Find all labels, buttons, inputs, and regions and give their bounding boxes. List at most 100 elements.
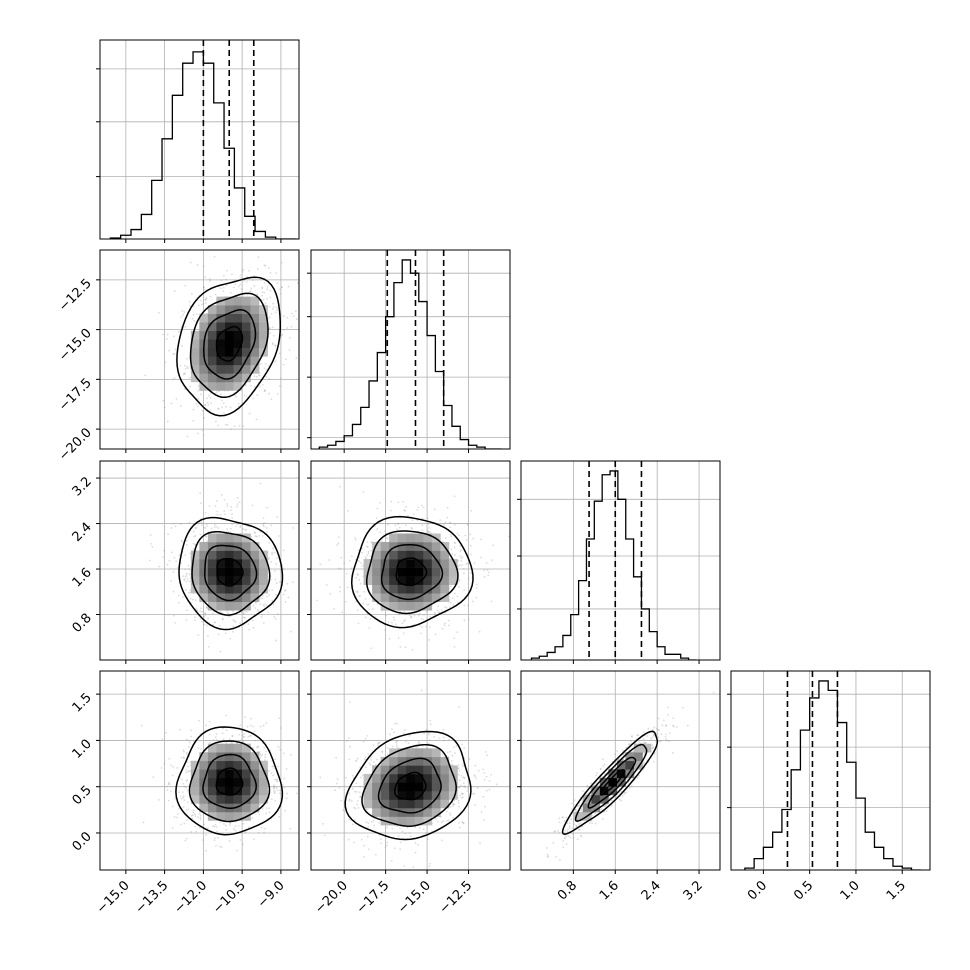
- scatter-point: [158, 565, 161, 568]
- scatter-point: [411, 519, 414, 522]
- scatter-point: [244, 384, 247, 387]
- scatter-point: [325, 583, 328, 586]
- scatter-point: [276, 282, 279, 284]
- density-cell: [242, 313, 251, 323]
- scatter-point: [248, 628, 251, 631]
- scatter-point: [189, 304, 192, 307]
- scatter-point: [264, 264, 267, 267]
- scatter-point: [253, 375, 256, 378]
- scatter-point: [276, 780, 279, 783]
- density-cell: [233, 601, 243, 611]
- scatter-point: [184, 367, 187, 370]
- scatter-point: [482, 795, 485, 798]
- scatter-point: [424, 831, 427, 834]
- scatter-point: [269, 332, 271, 335]
- scatter-point: [453, 495, 456, 498]
- scatter-point: [448, 521, 451, 524]
- scatter-point: [359, 796, 362, 799]
- scatter-point: [241, 270, 244, 273]
- scatter-point: [462, 567, 465, 570]
- scatter-point: [401, 830, 404, 833]
- scatter-point: [229, 823, 232, 826]
- scatter-point: [272, 547, 275, 550]
- scatter-point: [229, 531, 232, 534]
- scatter-point: [185, 771, 187, 774]
- scatter-point: [229, 615, 232, 618]
- scatter-point: [248, 412, 251, 415]
- density-cell: [259, 330, 268, 340]
- density-cell: [250, 339, 260, 349]
- scatter-point: [205, 523, 208, 526]
- density-cell: [242, 542, 251, 551]
- density-cell: [216, 769, 226, 779]
- scatter-point: [347, 737, 350, 739]
- scatter-point: [257, 374, 260, 376]
- scatter-point: [351, 774, 354, 777]
- scatter-point: [200, 607, 202, 610]
- scatter-point: [203, 286, 205, 289]
- density-cell: [423, 542, 433, 551]
- scatter-point: [262, 522, 265, 525]
- scatter-point: [429, 723, 432, 726]
- density-cell: [216, 811, 226, 821]
- scatter-point: [193, 813, 196, 816]
- scatter-point: [389, 733, 391, 735]
- scatter-point: [444, 521, 447, 524]
- panel-frame: [520, 460, 721, 661]
- scatter-point: [250, 287, 253, 290]
- scatter-point: [273, 785, 275, 788]
- scatter-point: [226, 503, 229, 505]
- scatter-point: [279, 292, 282, 295]
- scatter-point: [466, 523, 469, 526]
- scatter-point: [171, 378, 174, 381]
- density-cell: [207, 811, 217, 821]
- scatter-point: [453, 523, 456, 526]
- scatter-point: [227, 615, 230, 618]
- density-cell: [190, 339, 200, 349]
- y-tick-label-var1: −15.0: [56, 326, 95, 365]
- y-tick-label-var1: −12.5: [56, 276, 95, 315]
- density-cell: [259, 322, 268, 332]
- scatter-point: [198, 451, 200, 453]
- scatter-point: [288, 349, 291, 351]
- scatter-point: [271, 765, 274, 768]
- scatter-point: [272, 306, 275, 308]
- scatter-point: [271, 342, 274, 345]
- scatter-point: [271, 553, 274, 556]
- scatter-point: [173, 556, 176, 559]
- scatter-point: [467, 787, 469, 790]
- scatter-point: [189, 552, 192, 555]
- scatter-point: [186, 578, 189, 580]
- scatter-point: [396, 739, 399, 742]
- scatter-point: [404, 619, 406, 621]
- scatter-point: [188, 580, 191, 583]
- scatter-point: [333, 607, 335, 610]
- scatter-point: [183, 579, 186, 581]
- density-cell: [423, 593, 433, 603]
- scatter-point: [279, 377, 282, 380]
- scatter-point: [254, 237, 256, 239]
- scatter-point: [283, 787, 286, 789]
- scatter-point: [188, 592, 190, 594]
- scatter-point: [218, 390, 220, 393]
- scatter-point: [321, 574, 323, 576]
- density-cell: [207, 542, 217, 551]
- density-cell: [207, 777, 217, 787]
- scatter-point: [372, 744, 375, 747]
- scatter-point: [441, 753, 444, 756]
- scatter-point: [172, 590, 175, 593]
- scatter-point: [209, 279, 211, 282]
- density-cell: [216, 794, 226, 804]
- scatter-point: [357, 807, 360, 809]
- scatter-point: [227, 530, 230, 533]
- scatter-point: [226, 269, 229, 272]
- scatter-point: [353, 841, 355, 844]
- scatter-point: [329, 592, 332, 595]
- scatter-point: [183, 311, 186, 313]
- scatter-point: [264, 827, 266, 830]
- density-cell: [242, 760, 251, 770]
- scatter-point: [261, 294, 263, 297]
- scatter-point: [348, 838, 350, 841]
- x-tick-label-var0: −10.5: [210, 878, 249, 917]
- scatter-point: [452, 803, 455, 806]
